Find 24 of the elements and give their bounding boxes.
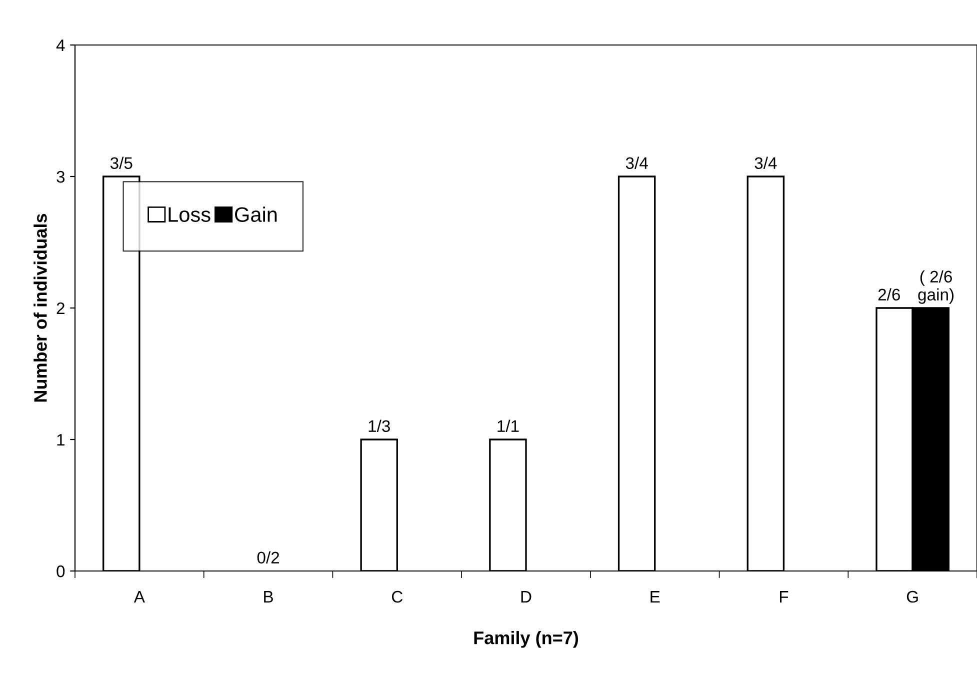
annotation: 1/1	[498, 420, 519, 432]
annotation: 3/5	[110, 156, 132, 170]
annotation: ( 2/6 gain)	[918, 270, 954, 304]
x-tick-label: E	[650, 591, 660, 603]
annotation: 0/2	[257, 551, 280, 564]
x-tick-label: A	[134, 591, 145, 603]
x-tick-label: B	[264, 591, 273, 603]
y-axis-title: Number of individuals	[34, 214, 47, 402]
x-tick-label: D	[521, 591, 532, 603]
annotation: 3/4	[754, 156, 777, 170]
annotation: 1/3	[368, 420, 390, 432]
annotation: 2/6	[878, 288, 900, 301]
x-axis-title: Family (n=7)	[474, 630, 578, 648]
legend-label: Gain	[235, 206, 277, 222]
x-tick-label: C	[392, 590, 403, 603]
y-tick-label: 3	[56, 170, 65, 183]
y-tick-label: 2	[56, 302, 64, 314]
y-tick-label: 4	[56, 40, 65, 52]
y-tick-label: 1	[57, 434, 64, 446]
annotation: 3/4	[626, 156, 648, 170]
x-tick-label: F	[780, 591, 788, 603]
x-tick-label: G	[906, 590, 918, 603]
y-tick-label: 0	[56, 565, 65, 578]
legend-label: Loss	[168, 207, 210, 222]
